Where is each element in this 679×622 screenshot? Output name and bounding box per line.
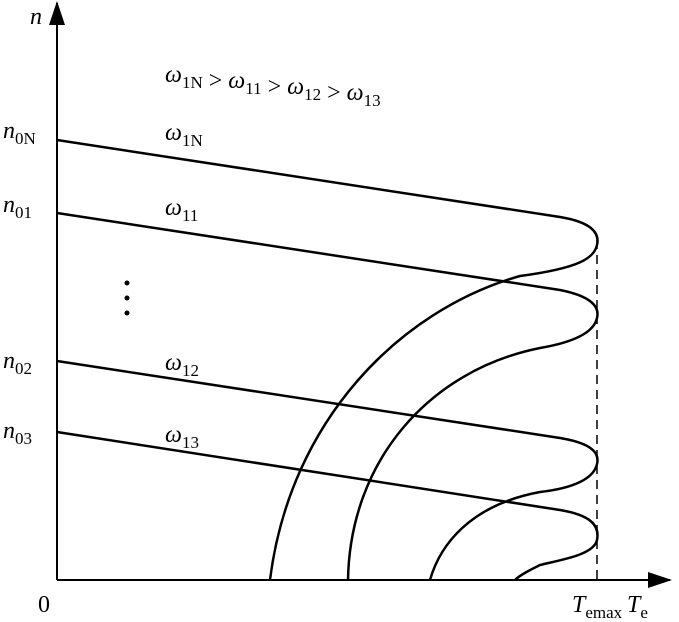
symbol: T [572,592,587,618]
symbol: n [3,418,15,444]
subscript: 01 [15,203,32,222]
symbol: n [3,348,15,374]
symbol: T [627,592,642,618]
symbol: ω [287,74,304,100]
speed-label: n02 [3,348,32,378]
curve-label: ω11 [165,195,198,225]
ellipsis-dot [124,295,130,301]
y-axis-label: n [30,4,42,30]
operator: > [321,80,347,106]
symbol: ω [165,350,182,376]
subscript: 13 [364,91,381,110]
subscript: 11 [182,206,198,225]
subscript: 0N [15,129,36,148]
subscript: e [640,603,648,622]
speed-label: n0N [3,118,36,148]
subscript: emax [585,603,622,622]
subscript: 13 [182,433,199,452]
subscript: 03 [15,429,32,448]
curve-label: ω1N [165,120,203,150]
ellipsis-dot [124,310,130,316]
curve [56,211,599,581]
symbol: ω [165,62,182,88]
origin-label: 0 [38,592,50,618]
subscript: 02 [15,359,32,378]
symbol: ω [165,195,182,221]
subscript: 11 [245,79,261,98]
curve [56,138,599,581]
symbol: n [3,118,15,144]
ellipsis-dot [124,280,130,286]
subscript: 1N [182,131,203,150]
subscript: 12 [304,85,321,104]
symbol: n [3,192,15,218]
subscript: 1N [182,73,203,92]
speed-label: n03 [3,418,32,448]
relation: ω1N > ω11 > ω12 > ω13 [165,62,381,110]
speed-label: n01 [3,192,32,222]
curve-label: ω12 [165,350,199,380]
operator: > [262,74,288,100]
curve [56,359,599,581]
symbol: ω [228,68,245,94]
curve [56,430,599,581]
symbol: ω [165,120,182,146]
symbol: ω [347,80,364,106]
symbol: ω [165,422,182,448]
x-mark-label: Temax [572,592,623,622]
operator: > [203,68,229,94]
subscript: 12 [182,361,199,380]
curve-label: ω13 [165,422,199,452]
x-axis-label: Te [627,592,648,622]
